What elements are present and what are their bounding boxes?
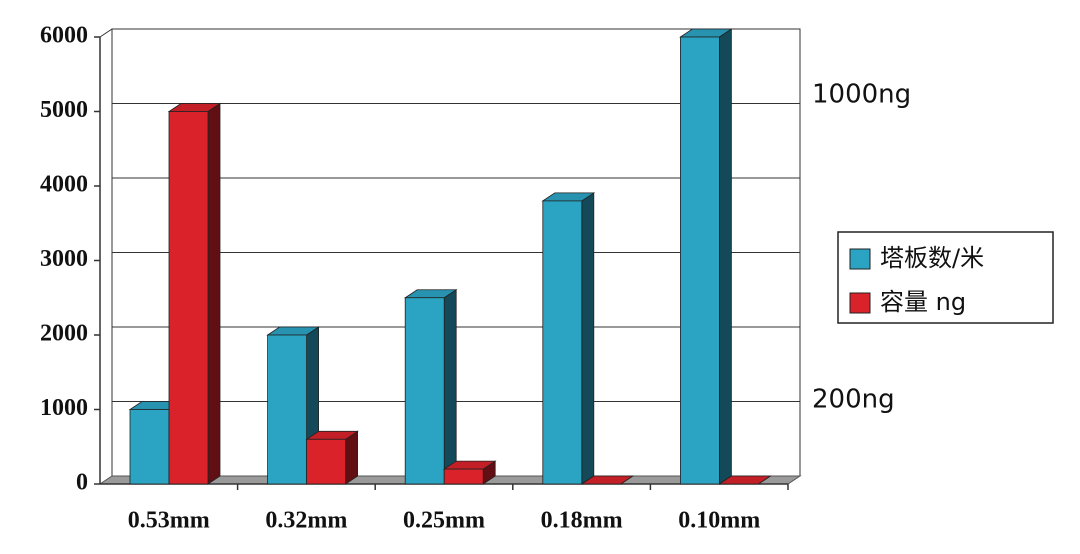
x-tick-label: 0.10mm bbox=[678, 508, 760, 534]
y-tick-label: 5000 bbox=[40, 97, 88, 123]
bar-front bbox=[267, 334, 308, 485]
side-wall bbox=[99, 28, 113, 38]
legend-label: 塔板数/米 bbox=[880, 244, 984, 272]
bar-front bbox=[680, 36, 720, 485]
bar-side bbox=[345, 430, 359, 485]
y-tick-label: 0 bbox=[76, 470, 88, 496]
y-tick-label: 6000 bbox=[40, 23, 88, 49]
bar-side bbox=[719, 28, 732, 485]
bar-top bbox=[580, 475, 635, 485]
legend-box bbox=[837, 231, 1054, 324]
bar bbox=[718, 475, 772, 485]
bar-top bbox=[718, 475, 772, 485]
bar-front bbox=[129, 409, 170, 485]
bar-front bbox=[404, 297, 445, 485]
bar bbox=[580, 475, 635, 485]
y-tick-label: 4000 bbox=[40, 172, 88, 198]
annotation: 200ng bbox=[812, 385, 895, 415]
bar-side bbox=[581, 192, 595, 485]
bar-front bbox=[168, 111, 209, 485]
bar bbox=[167, 102, 222, 485]
x-tick-label: 0.53mm bbox=[128, 508, 210, 534]
x-tick-label: 0.18mm bbox=[541, 508, 623, 534]
bar-side bbox=[443, 289, 457, 485]
x-tick-label: 0.32mm bbox=[265, 508, 347, 534]
x-tick-label: 0.25mm bbox=[403, 508, 485, 534]
y-tick-label: 1000 bbox=[40, 395, 88, 421]
bar bbox=[403, 289, 458, 485]
bar-front bbox=[306, 438, 347, 485]
bar bbox=[305, 430, 359, 485]
bar-side bbox=[207, 102, 221, 485]
bar bbox=[541, 192, 596, 485]
bar bbox=[442, 460, 497, 485]
bar-front bbox=[443, 468, 484, 485]
bar bbox=[679, 28, 733, 485]
annotation: 1000ng bbox=[812, 80, 911, 110]
legend-label: 容量 ng bbox=[880, 288, 966, 316]
legend-swatch bbox=[849, 248, 871, 270]
bar-front bbox=[542, 200, 583, 485]
legend-swatch bbox=[849, 292, 871, 314]
y-tick-label: 2000 bbox=[40, 321, 88, 347]
y-tick-label: 3000 bbox=[40, 246, 88, 272]
